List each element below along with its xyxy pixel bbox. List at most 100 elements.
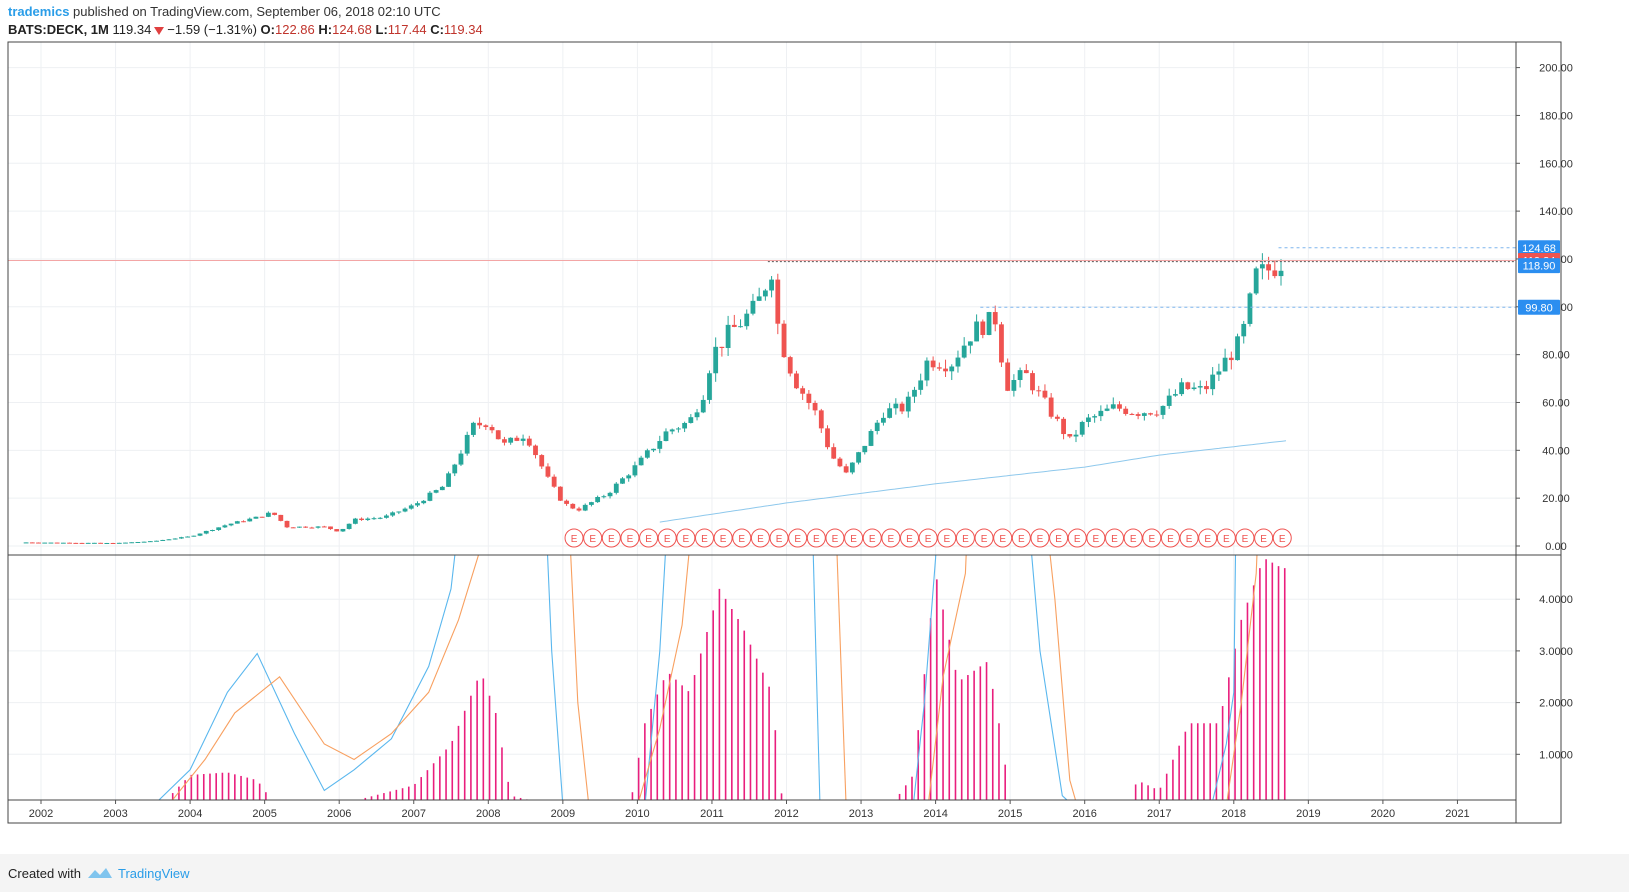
earnings-marker-label: E: [813, 534, 820, 545]
osc-tick-label: 4.0000: [1539, 594, 1573, 606]
candle-body: [265, 512, 271, 517]
candle-body: [800, 388, 806, 394]
candle-body: [582, 504, 588, 511]
candle-body: [1005, 362, 1011, 391]
candle-body: [1266, 264, 1271, 271]
earnings-marker-circle: [881, 528, 901, 548]
time-tick-label: 2008: [476, 808, 500, 820]
earnings-marker-label: E: [906, 534, 913, 545]
candle-body: [936, 367, 942, 369]
time-tick-label: 2003: [103, 808, 127, 820]
candle-body: [1073, 434, 1079, 437]
candle-body: [421, 500, 427, 504]
candle-body: [551, 476, 557, 487]
candle-body: [85, 542, 91, 544]
candle-body: [676, 428, 681, 430]
candle-body: [1110, 404, 1116, 409]
earnings-marker-circle: [1235, 528, 1255, 548]
candle-body: [1129, 413, 1135, 415]
time-tick-label: 2009: [551, 808, 575, 820]
earnings-marker-label: E: [888, 534, 895, 545]
candle-body: [123, 542, 128, 544]
candle-body: [396, 511, 402, 513]
candle-body: [1017, 370, 1023, 381]
candle-body: [1228, 357, 1234, 361]
price-tick-label: 40.00: [1542, 445, 1570, 457]
publish-info: trademics published on TradingView.com, …: [8, 4, 441, 19]
candle-body: [918, 380, 924, 390]
oscillator-pane: [158, 555, 1286, 800]
high-value: 124.68: [332, 22, 372, 37]
candle-body: [79, 542, 85, 544]
price-tag-label: 99.80: [1525, 302, 1553, 314]
oscillator-orange-line: [928, 555, 967, 800]
ohlc-legend: BATS:DECK, 1M 119.34 −1.59 (−1.31%) O:122…: [8, 22, 483, 37]
candle-body: [60, 542, 66, 544]
candle-body: [688, 417, 694, 423]
candle-body: [762, 290, 768, 297]
time-tick-label: 2011: [700, 808, 724, 820]
candle-body: [495, 430, 501, 440]
earnings-marker-label: E: [850, 534, 857, 545]
username-link[interactable]: trademics: [8, 4, 70, 19]
candle-body: [470, 422, 476, 435]
candle-body: [371, 518, 377, 520]
oscillator-orange-line: [1226, 555, 1258, 800]
candle-body: [837, 458, 843, 467]
candle-body: [713, 346, 719, 374]
earnings-marker-circle: [937, 528, 957, 548]
candle-body: [334, 529, 340, 532]
price-tick-label: 200.00: [1539, 63, 1573, 75]
earnings-marker-circle: [769, 528, 789, 548]
close-value: 119.34: [443, 22, 483, 37]
candle-body: [259, 516, 265, 518]
candle-body: [725, 324, 731, 348]
candle-body: [564, 500, 569, 504]
candle-body: [856, 452, 861, 463]
low-label: L:: [375, 22, 388, 37]
candle-body: [557, 486, 563, 501]
tradingview-brand-link[interactable]: TradingView: [118, 866, 190, 881]
candle-body: [1179, 382, 1185, 395]
earnings-marker-circle: [993, 528, 1013, 548]
time-tick-label: 2019: [1296, 808, 1320, 820]
candle-body: [1185, 382, 1191, 390]
candle-body: [73, 542, 79, 544]
oscillator-orange-line: [638, 555, 690, 800]
earnings-marker-label: E: [1111, 534, 1118, 545]
candle-body: [185, 536, 191, 538]
candle-body: [1098, 410, 1104, 417]
low-value: 117.44: [387, 22, 427, 37]
candle-body: [967, 341, 973, 346]
candle-body: [607, 492, 613, 497]
time-tick-label: 2005: [252, 808, 276, 820]
candle-body: [1141, 413, 1147, 416]
candle-body: [464, 434, 470, 454]
candle-body: [1191, 387, 1197, 390]
oscillator-orange-line: [570, 555, 589, 800]
price-tag-box: [1518, 299, 1560, 315]
earnings-marker-label: E: [1018, 534, 1025, 545]
time-tick-label: 2007: [402, 808, 426, 820]
candle-body: [1135, 414, 1141, 416]
candle-body: [309, 527, 315, 529]
candle-body: [328, 526, 333, 530]
oscillator-blue-line: [1031, 555, 1068, 800]
candle-body: [1011, 380, 1017, 391]
earnings-marker-circle: [918, 528, 938, 548]
time-tick-label: 2014: [923, 808, 947, 820]
candle-body: [346, 523, 352, 529]
osc-tick-label: 3.0000: [1539, 646, 1573, 658]
candle-body: [1086, 417, 1091, 422]
high-label: H:: [318, 22, 333, 37]
earnings-marker-circle: [1030, 528, 1050, 548]
candle-body: [657, 441, 663, 449]
candle-body: [502, 439, 507, 443]
candle-body: [520, 438, 526, 441]
candle-body: [216, 527, 222, 530]
earnings-marker-circle: [806, 528, 826, 548]
earnings-marker-circle: [1142, 528, 1162, 548]
candle-body: [303, 526, 309, 528]
